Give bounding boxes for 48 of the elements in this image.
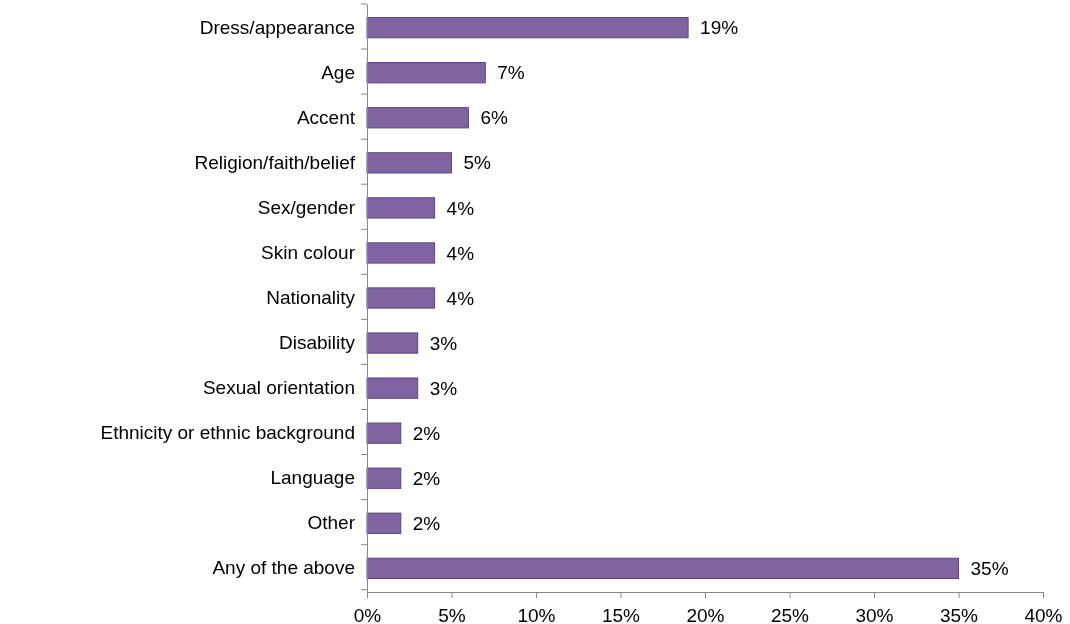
- data-label: 4%: [446, 287, 475, 309]
- x-tick-label: 0%: [353, 604, 382, 624]
- bar: [366, 512, 402, 534]
- x-tick-label: 35%: [939, 604, 979, 624]
- y-tick-label: Sex/gender: [257, 196, 356, 218]
- data-label: 2%: [412, 422, 441, 444]
- y-tick-label: Nationality: [266, 287, 356, 309]
- x-tick-label: 25%: [770, 604, 810, 624]
- data-label: 7%: [497, 62, 525, 84]
- y-tick-label: Any of the above: [212, 557, 355, 579]
- bar: [366, 107, 469, 129]
- data-label: 2%: [412, 467, 441, 489]
- bar: [366, 377, 419, 399]
- x-tick-label: 40%: [1024, 604, 1063, 624]
- data-label: 6%: [480, 107, 508, 129]
- data-label: 19%: [700, 17, 739, 39]
- y-tick-label: Other: [307, 512, 356, 534]
- data-label: 4%: [446, 242, 475, 264]
- bar: [366, 17, 689, 39]
- y-tick-label: Skin colour: [261, 242, 356, 264]
- data-label: 4%: [446, 197, 475, 219]
- y-tick-label: Religion/faith/belief: [194, 151, 356, 173]
- data-label: 3%: [429, 377, 458, 399]
- y-tick-label: Sexual orientation: [202, 377, 355, 399]
- x-tick-label: 5%: [438, 604, 466, 624]
- x-tick-label: 15%: [601, 604, 641, 624]
- y-tick-label: Ethnicity or ethnic background: [100, 422, 355, 444]
- bar: [366, 197, 436, 219]
- y-tick-label: Disability: [278, 332, 356, 354]
- bar: [366, 287, 436, 309]
- x-tick-label: 20%: [686, 604, 725, 624]
- bar: [366, 152, 452, 174]
- bar: [366, 467, 402, 489]
- data-label: 5%: [463, 152, 492, 174]
- bar: [366, 557, 959, 579]
- x-tick-label: 10%: [517, 604, 556, 624]
- bar: [366, 332, 419, 354]
- data-label: 35%: [970, 557, 1009, 579]
- y-tick-label: Language: [270, 467, 355, 489]
- y-tick-label: Age: [321, 61, 355, 83]
- data-label: 3%: [429, 332, 458, 354]
- bar: [366, 242, 436, 264]
- y-tick-label: Accent: [296, 106, 356, 128]
- data-label: 2%: [412, 512, 441, 534]
- x-tick-label: 30%: [855, 604, 894, 624]
- bar: [366, 422, 402, 444]
- bar: [366, 62, 486, 84]
- y-tick-label: Dress/appearance: [199, 16, 355, 38]
